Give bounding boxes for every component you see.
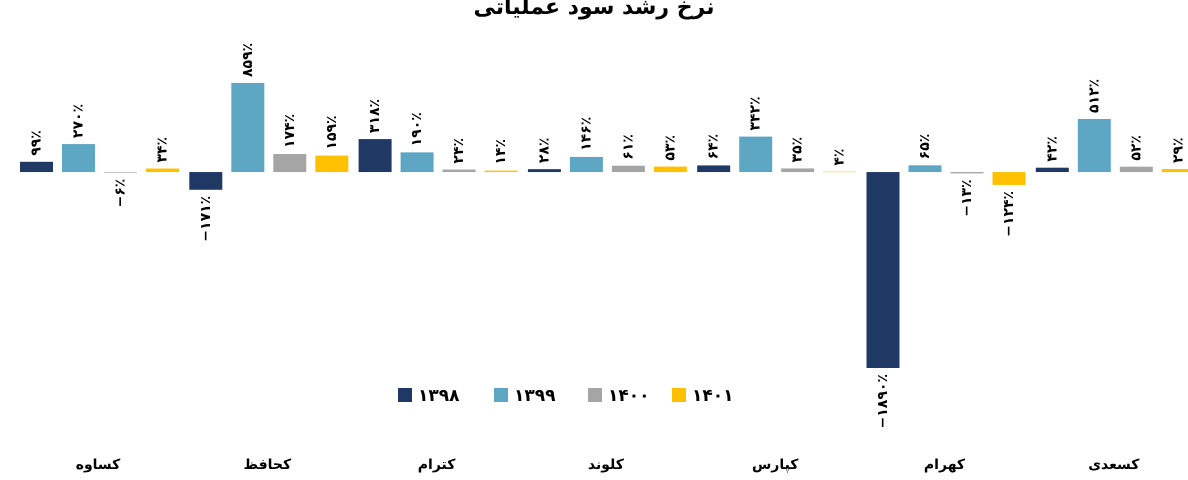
bar	[442, 169, 476, 173]
bar	[62, 144, 95, 173]
bar	[823, 171, 857, 173]
bar	[1035, 167, 1069, 173]
data-label: ۶۱٪	[620, 134, 636, 160]
x-tick-label: کلوند	[588, 457, 625, 473]
x-tick-label: کترام	[418, 457, 456, 473]
bar	[1161, 169, 1188, 173]
bar	[1119, 166, 1153, 173]
bar	[104, 172, 137, 173]
bar	[358, 139, 392, 173]
data-label: ۵۲٪	[1128, 135, 1144, 161]
data-label: ۴٪	[832, 149, 848, 166]
legend-label: ۱۳۹۸	[418, 386, 460, 406]
data-label: ۶۵٪	[917, 134, 933, 160]
data-label: ۱۷۴٪	[282, 114, 298, 148]
legend-swatch	[494, 388, 508, 402]
data-label: ۳۵٪	[790, 137, 806, 163]
legend-label: ۱۳۹۹	[514, 386, 556, 406]
data-label: ۳۴۲٪	[748, 96, 764, 130]
x-tick-label: کساوه	[76, 457, 121, 473]
bar	[611, 165, 645, 173]
bar	[653, 166, 687, 173]
data-label: ۲۷۰٪	[71, 104, 87, 138]
legend-swatch	[588, 388, 602, 402]
bar	[739, 136, 773, 173]
data-label: −۶٪	[113, 179, 129, 208]
data-label: ۱۴٪	[493, 139, 509, 165]
chart-title: نرخ رشد سود عملیاتی	[473, 0, 714, 20]
data-label: ۲۸٪	[536, 138, 552, 164]
data-label: ۱۹۰٪	[409, 112, 425, 146]
bar	[1077, 118, 1111, 173]
bar	[866, 172, 900, 368]
data-label: −۱۸۹۰٪	[875, 374, 891, 428]
data-label: ۴۲٪	[1044, 136, 1060, 162]
data-label: ۹۹٪	[29, 130, 45, 156]
data-label: −۱۷۱٪	[198, 196, 214, 242]
bar	[527, 169, 561, 173]
bar	[781, 168, 815, 173]
data-label: ۵۱۲٪	[1086, 79, 1102, 113]
bar	[189, 172, 223, 190]
bar	[697, 165, 731, 173]
legend-label: ۱۴۰۰	[608, 386, 650, 406]
data-label: ۵۳٪	[662, 135, 678, 161]
data-label: ۲۴٪	[451, 138, 467, 164]
bar	[569, 156, 603, 173]
legend-swatch	[672, 388, 686, 402]
legend-swatch	[398, 388, 412, 402]
data-label: ۳۱۸٪	[367, 99, 383, 133]
data-label: ۸۵۹٪	[240, 43, 256, 77]
bar	[950, 172, 984, 174]
data-label: ۳۴٪	[155, 137, 171, 163]
bar	[484, 170, 518, 173]
data-label: ۲۹٪	[1170, 137, 1186, 163]
x-tick-label: کهرام	[924, 457, 966, 473]
data-label: ۱۴۶٪	[578, 117, 594, 151]
data-label: ۱۵۹٪	[324, 115, 340, 149]
bar	[231, 83, 265, 173]
x-tick-label: کحافظ	[243, 457, 292, 473]
x-tick-label: کپارس	[752, 457, 799, 473]
bar	[908, 165, 942, 173]
bar	[400, 152, 434, 173]
bar	[992, 172, 1026, 185]
data-label: ۶۴٪	[706, 134, 722, 160]
bar	[20, 161, 53, 173]
bar	[273, 154, 307, 173]
bar	[146, 168, 179, 173]
legend-label: ۱۴۰۱	[692, 386, 734, 406]
data-label: −۱۳٪	[959, 179, 975, 216]
x-tick-label: کسعدی	[1088, 457, 1140, 473]
bar	[315, 155, 349, 173]
data-label: −۱۲۴٪	[1001, 191, 1017, 237]
